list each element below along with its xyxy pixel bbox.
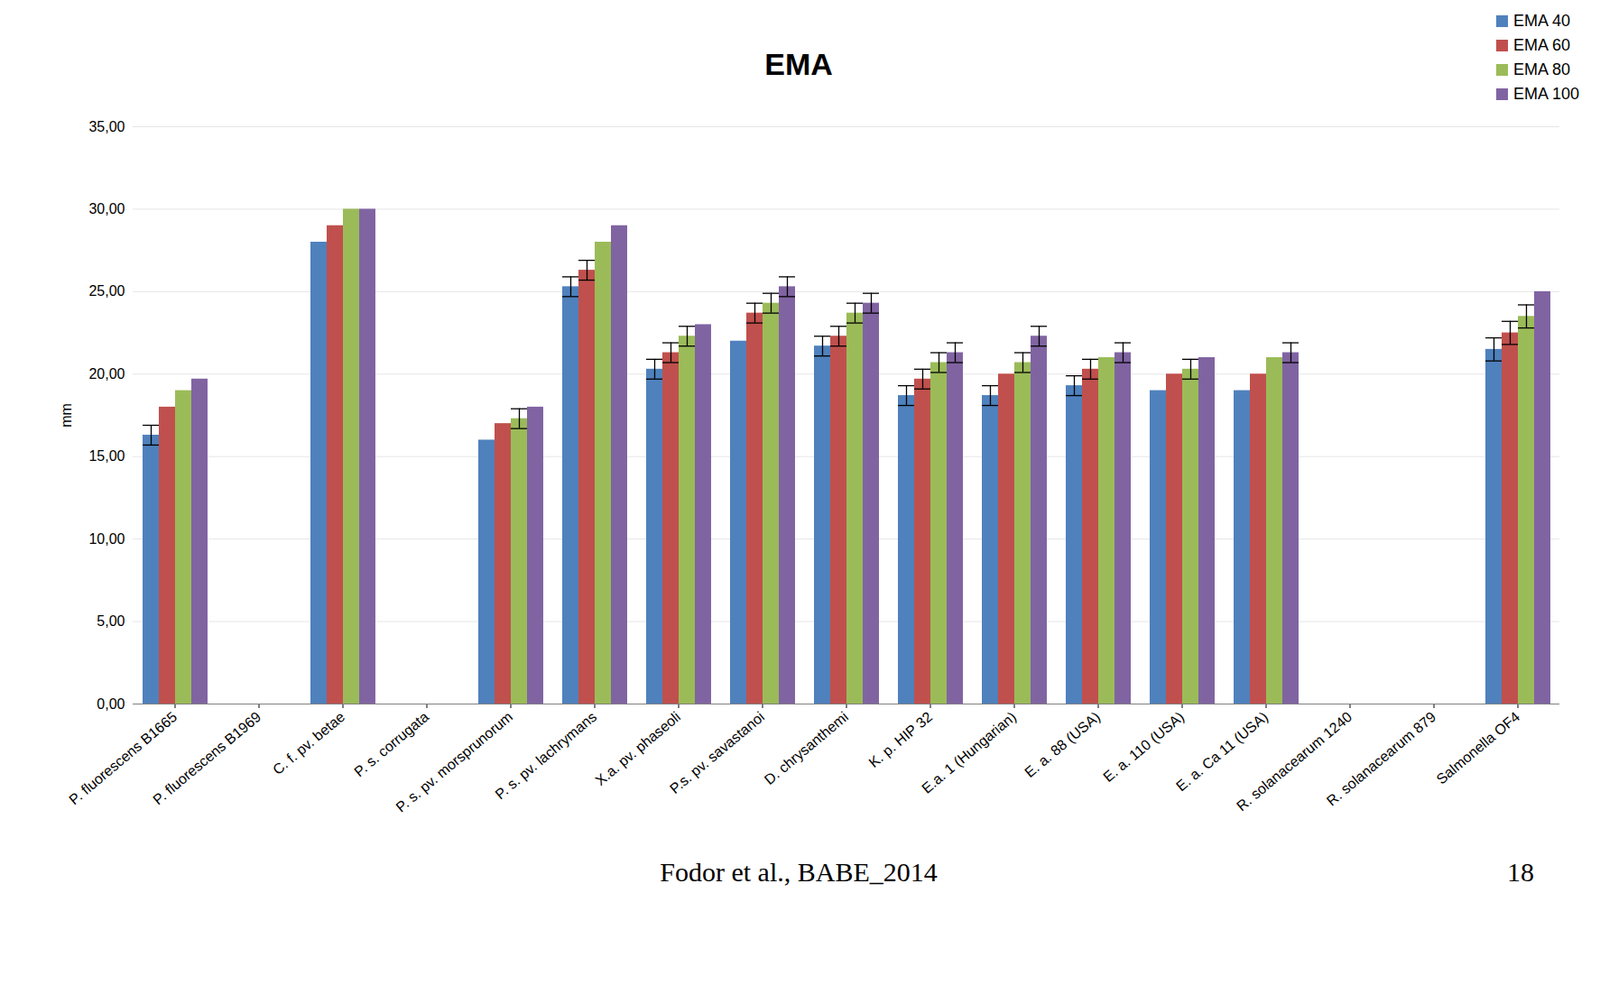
svg-text:X.a. pv. phaseoli: X.a. pv. phaseoli — [592, 709, 685, 789]
svg-text:R. solanacearum 879: R. solanacearum 879 — [1323, 709, 1440, 810]
svg-text:30,00: 30,00 — [88, 201, 125, 217]
svg-text:mm: mm — [58, 403, 74, 428]
svg-text:D. chrysanthemi: D. chrysanthemi — [761, 709, 851, 788]
svg-text:10,00: 10,00 — [88, 531, 125, 547]
svg-text:E. a. Ca 11 (USA): E. a. Ca 11 (USA) — [1173, 709, 1271, 796]
svg-text:25,00: 25,00 — [88, 283, 125, 299]
svg-text:P. s. pv. lachrymans: P. s. pv. lachrymans — [491, 709, 600, 804]
svg-text:20,00: 20,00 — [88, 366, 125, 382]
svg-text:P. s. corrugata: P. s. corrugata — [351, 709, 432, 781]
html-text:EMA 60: EMA 60 — [1513, 36, 1571, 55]
svg-text:0,00: 0,00 — [96, 696, 125, 713]
svg-text:E.a. 1 (Hungarian): E.a. 1 (Hungarian) — [918, 709, 1019, 797]
html-text:EMA: EMA — [764, 46, 833, 82]
html-text:Fodor et al., BABE_2014: Fodor et al., BABE_2014 — [659, 857, 938, 888]
svg-text:P. s. pv. morsprunorum: P. s. pv. morsprunorum — [392, 709, 516, 816]
html-text:EMA 80: EMA 80 — [1513, 60, 1571, 79]
html-text:EMA 40: EMA 40 — [1513, 11, 1571, 30]
svg-text:15,00: 15,00 — [88, 448, 125, 464]
svg-text:P. fluorescens B1969: P. fluorescens B1969 — [149, 709, 264, 809]
svg-text:Salmonella OF4: Salmonella OF4 — [1433, 709, 1523, 788]
svg-text:R. solanacearum 1240: R. solanacearum 1240 — [1233, 709, 1355, 815]
svg-text:E. a. 88 (USA): E. a. 88 (USA) — [1021, 709, 1103, 781]
svg-text:K. p. HIP 32: K. p. HIP 32 — [865, 709, 935, 771]
html-text:EMA 100: EMA 100 — [1513, 84, 1580, 103]
html-text:18: 18 — [1507, 857, 1535, 888]
svg-text:5,00: 5,00 — [96, 613, 125, 629]
svg-text:P. fluorescens B1665: P. fluorescens B1665 — [66, 709, 180, 808]
svg-text:C. f. pv. betae: C. f. pv. betae — [269, 709, 348, 778]
svg-text:E. a. 110 (USA): E. a. 110 (USA) — [1100, 709, 1187, 786]
svg-text:35,00: 35,00 — [88, 119, 125, 135]
svg-text:P.s. pv. savastanoi: P.s. pv. savastanoi — [666, 709, 768, 797]
